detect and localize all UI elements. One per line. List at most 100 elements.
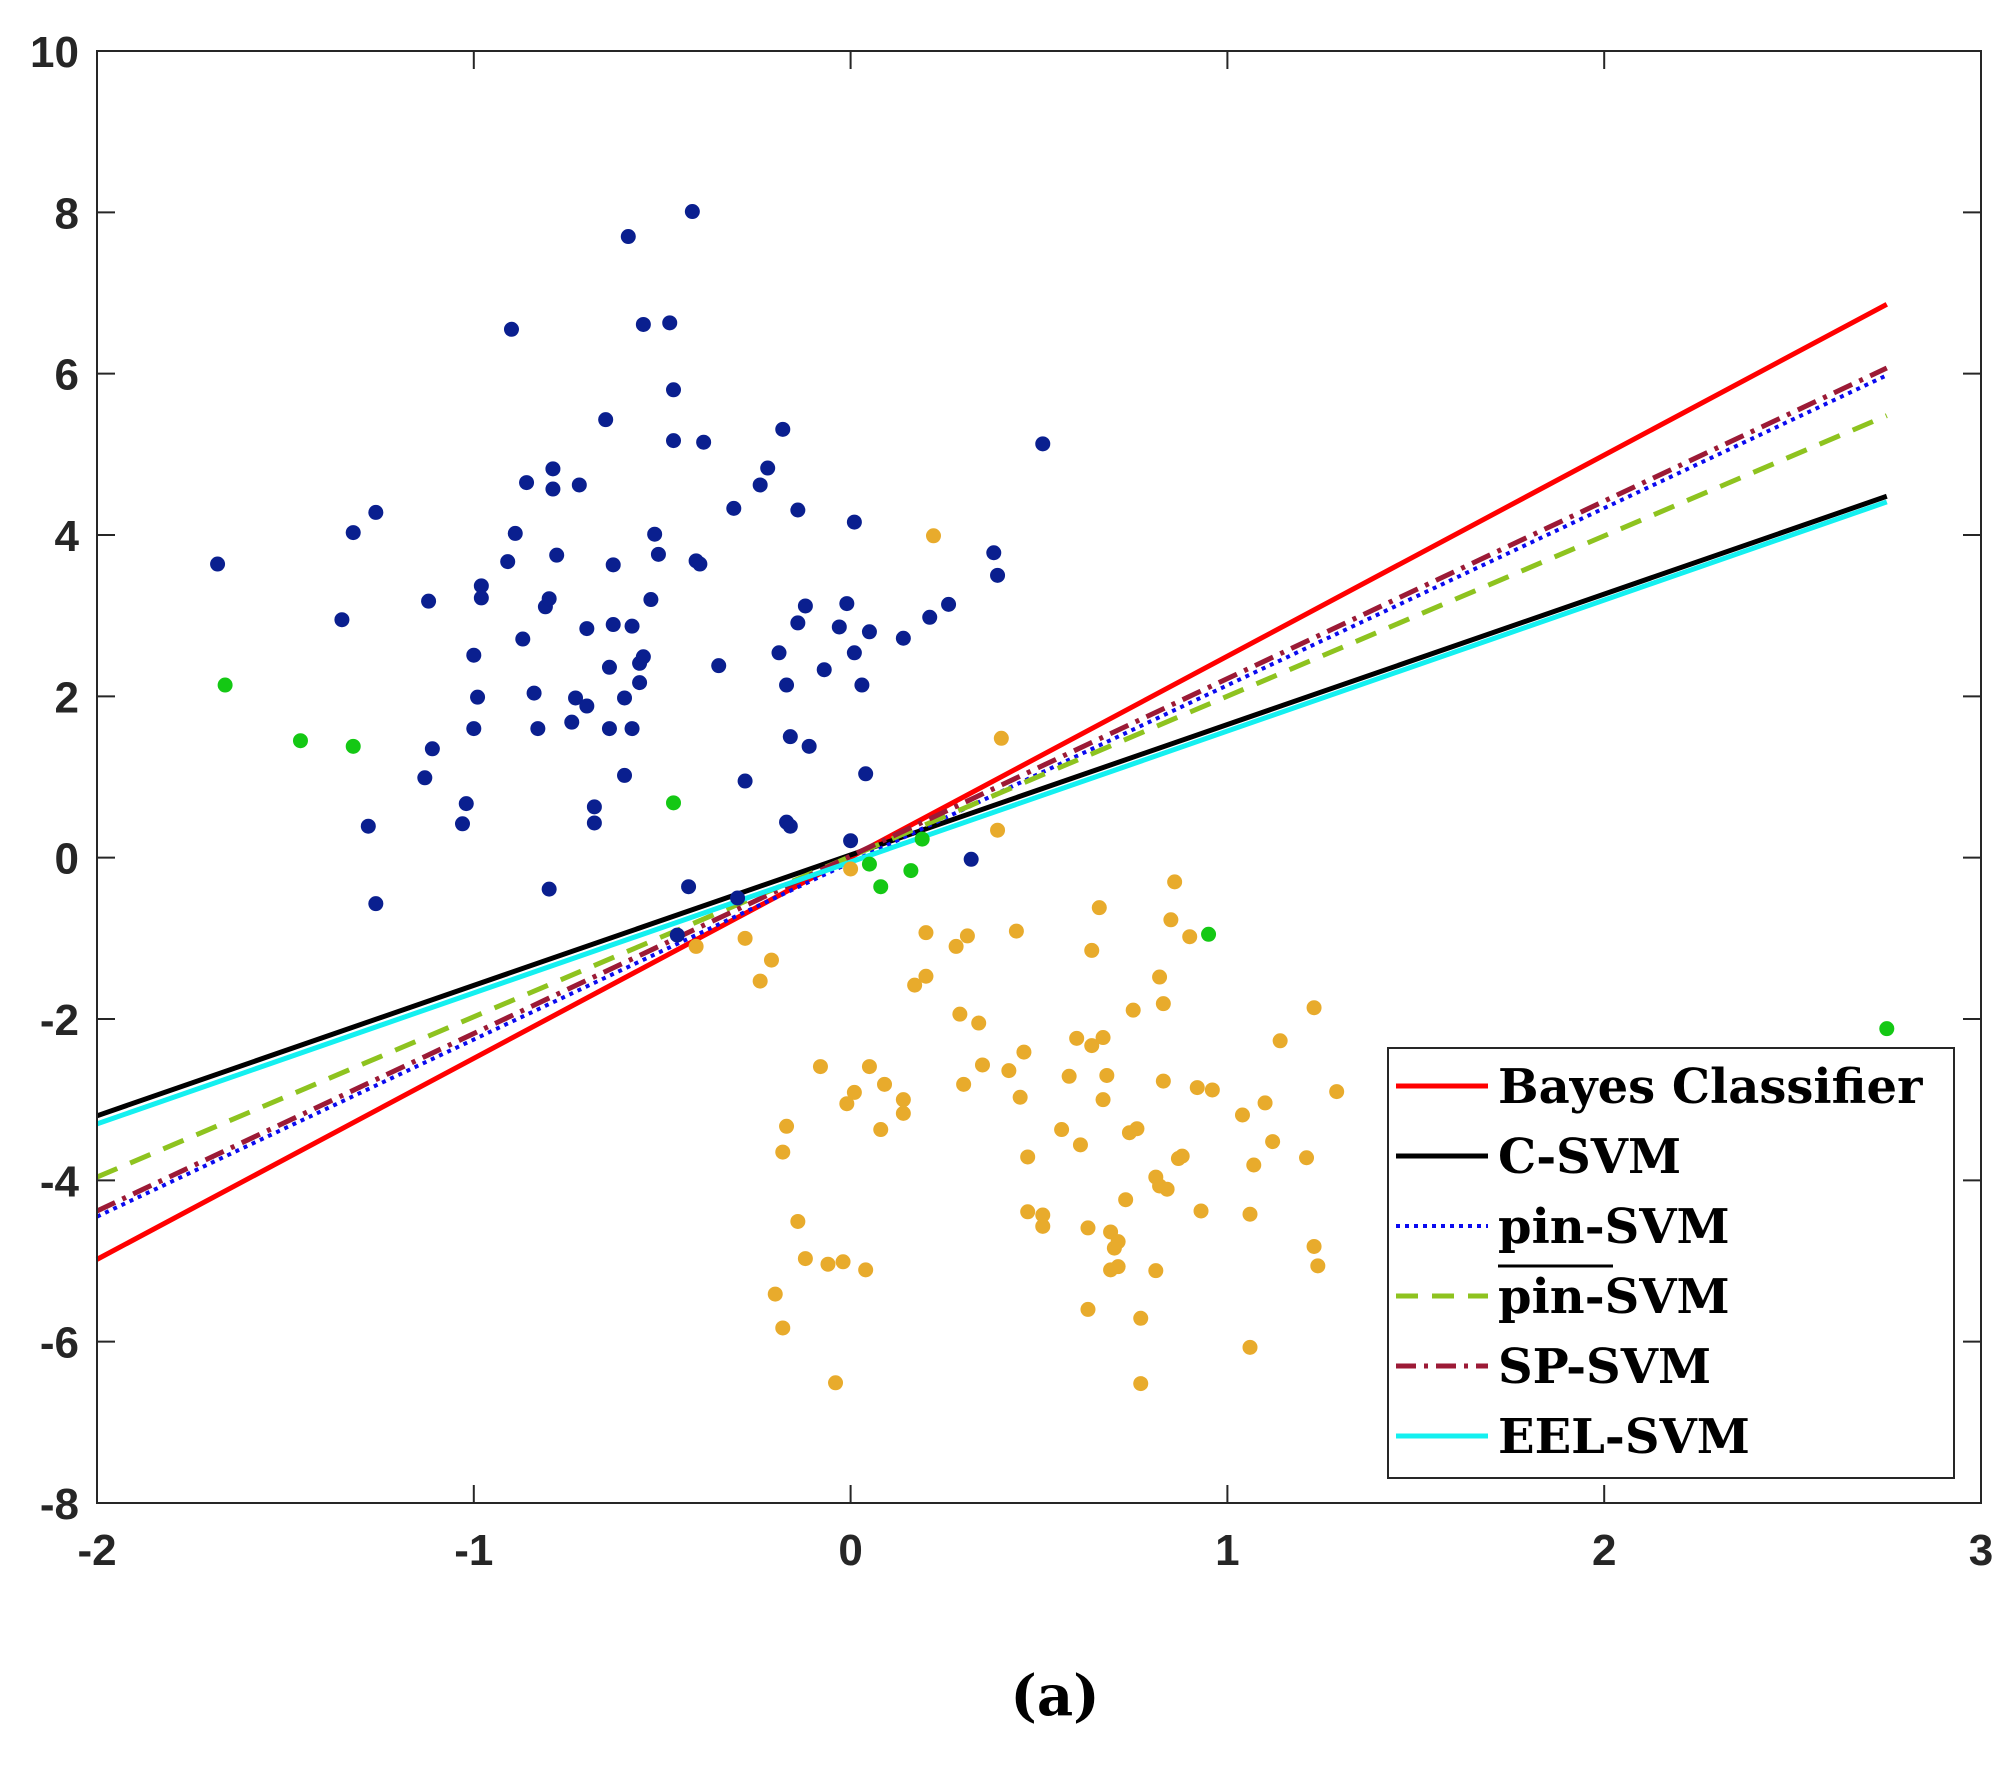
point-s1-11 xyxy=(790,1213,806,1229)
y-tick-label: -4 xyxy=(40,1157,80,1206)
x-tick-label: 2 xyxy=(1592,1526,1616,1575)
point-s0-66 xyxy=(752,477,768,493)
point-s1-10 xyxy=(779,1118,795,1134)
point-s0-76 xyxy=(797,598,813,614)
point-s0-6 xyxy=(421,593,437,609)
point-s1-51 xyxy=(1091,900,1107,916)
point-s0-38 xyxy=(601,721,617,737)
point-s1-54 xyxy=(1099,1067,1115,1083)
point-s0-81 xyxy=(843,833,859,849)
legend-label-0: Bayes Classifier xyxy=(1498,1059,1923,1115)
point-s0-11 xyxy=(466,647,482,663)
point-s2-8 xyxy=(1201,926,1217,942)
point-s0-45 xyxy=(624,721,640,737)
point-s1-86 xyxy=(1265,1134,1281,1150)
point-s0-57 xyxy=(681,879,697,895)
point-s0-22 xyxy=(530,721,546,737)
point-s1-87 xyxy=(1272,1033,1288,1049)
point-s0-53 xyxy=(662,315,678,331)
point-s0-82 xyxy=(846,514,862,530)
point-s2-6 xyxy=(903,863,919,879)
point-s1-9 xyxy=(775,1144,791,1160)
point-s1-2 xyxy=(990,822,1006,838)
point-s0-27 xyxy=(545,481,561,497)
point-s1-8 xyxy=(775,1320,791,1336)
point-s1-19 xyxy=(846,1084,862,1100)
plot-frame xyxy=(96,50,1982,1504)
point-s1-90 xyxy=(1306,1000,1322,1016)
point-s0-80 xyxy=(839,596,855,612)
point-s1-18 xyxy=(843,861,859,877)
point-s1-44 xyxy=(1061,1068,1077,1084)
point-s1-60 xyxy=(1118,1192,1134,1208)
point-s1-38 xyxy=(1016,1044,1032,1060)
point-s1-39 xyxy=(1020,1149,1036,1165)
point-s2-5 xyxy=(873,879,889,895)
point-s1-78 xyxy=(1189,1080,1205,1096)
point-s0-30 xyxy=(568,690,584,706)
point-s0-74 xyxy=(790,615,806,631)
point-s1-12 xyxy=(797,1251,813,1267)
point-s0-9 xyxy=(458,796,474,812)
point-s0-56 xyxy=(669,927,685,943)
point-s2-2 xyxy=(345,738,361,754)
point-s0-83 xyxy=(846,645,862,661)
point-s0-60 xyxy=(692,556,708,572)
point-s1-84 xyxy=(1246,1157,1262,1173)
x-tick-label: -1 xyxy=(454,1526,493,1575)
figure-caption: (a) xyxy=(1010,1663,1099,1729)
point-s0-43 xyxy=(620,229,636,245)
point-s0-79 xyxy=(831,619,847,635)
point-s1-49 xyxy=(1084,942,1100,958)
point-s0-10 xyxy=(454,816,470,832)
point-s1-91 xyxy=(1310,1258,1326,1274)
point-s0-47 xyxy=(632,675,648,691)
point-s0-7 xyxy=(424,741,440,757)
point-s0-72 xyxy=(782,818,798,834)
point-s2-7 xyxy=(914,831,930,847)
point-s1-67 xyxy=(1148,1263,1164,1279)
point-s1-20 xyxy=(858,1262,874,1278)
point-s1-36 xyxy=(1008,923,1024,939)
x-tick-label: 1 xyxy=(1215,1526,1239,1575)
data-points xyxy=(210,204,1895,1392)
point-s1-35 xyxy=(1001,1063,1017,1079)
point-s0-32 xyxy=(579,698,595,714)
point-s1-1 xyxy=(993,730,1009,746)
point-s0-92 xyxy=(963,851,979,867)
point-s0-26 xyxy=(545,461,561,477)
y-tick-label: 6 xyxy=(55,351,79,400)
point-s1-71 xyxy=(1155,1073,1171,1089)
point-s1-46 xyxy=(1072,1137,1088,1153)
point-s1-0 xyxy=(925,528,941,544)
point-s1-15 xyxy=(828,1375,844,1391)
point-s1-34 xyxy=(974,1057,990,1073)
point-s0-31 xyxy=(571,477,587,493)
point-s0-33 xyxy=(579,621,595,637)
point-s1-31 xyxy=(956,1076,972,1092)
point-s1-81 xyxy=(1234,1107,1250,1123)
point-s1-72 xyxy=(1159,1181,1175,1197)
point-s0-86 xyxy=(861,624,877,640)
point-s1-77 xyxy=(1182,929,1198,945)
x-tick-label: 0 xyxy=(838,1526,862,1575)
point-s0-12 xyxy=(466,721,482,737)
point-s0-0 xyxy=(210,556,226,572)
legend-label-2: pin-SVM xyxy=(1498,1199,1730,1255)
point-s1-27 xyxy=(918,968,934,984)
point-s0-63 xyxy=(726,500,742,516)
point-s1-43 xyxy=(1054,1122,1070,1138)
point-s0-36 xyxy=(598,412,614,428)
boundary-line-4 xyxy=(95,365,1888,1214)
point-s1-50 xyxy=(1084,1038,1100,1054)
point-s0-18 xyxy=(507,525,523,541)
y-tick-label: 2 xyxy=(55,673,79,722)
point-s0-77 xyxy=(801,738,817,754)
point-s1-45 xyxy=(1069,1030,1085,1046)
point-s1-6 xyxy=(763,952,779,968)
axes: -2 -1 0 1 2 3 -8 -6 -4 -2 0 2 4 6 8 10 xyxy=(30,28,1993,1575)
point-s1-14 xyxy=(820,1256,836,1272)
point-s0-48 xyxy=(635,649,651,665)
point-s0-1 xyxy=(334,612,350,628)
